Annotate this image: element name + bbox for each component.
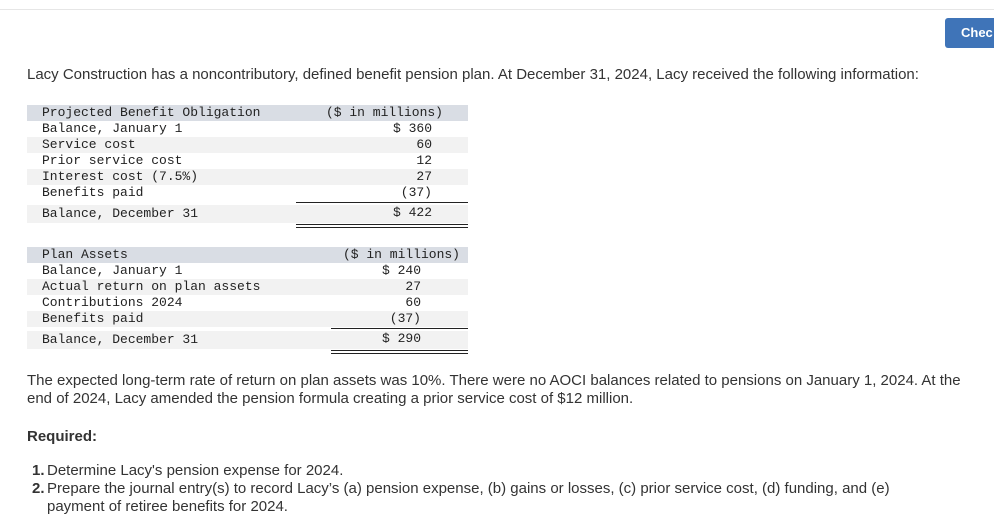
top-border (0, 9, 994, 10)
row-value: 60 (405, 295, 421, 310)
subtotal-rule (331, 328, 468, 329)
item-number: 2. (32, 480, 45, 497)
row-value: $ 360 (392, 121, 432, 136)
row-label: Interest cost (7.5%) (42, 169, 199, 184)
row-label: Benefits paid (42, 185, 144, 200)
intro-text: Lacy Construction has a noncontributory,… (27, 66, 919, 83)
header-row (27, 105, 468, 121)
row-label: Balance, January 1 (42, 263, 183, 278)
row-bg (27, 169, 468, 185)
row-bg (27, 331, 468, 349)
row-label: Prior service cost (42, 153, 183, 168)
row-label: Actual return on plan assets (42, 279, 261, 294)
row-bg (27, 137, 468, 153)
row-bg (27, 279, 468, 295)
double-rule (296, 224, 468, 225)
header-unit: ($ in millions) (342, 247, 460, 262)
check-button[interactable]: Chec (945, 18, 994, 48)
row-bg (27, 205, 468, 223)
header-label: Projected Benefit Obligation (42, 105, 261, 120)
header-row (27, 247, 468, 263)
item-number: 1. (32, 462, 45, 479)
total-value: $ 290 (381, 331, 421, 346)
required-item: 2. Prepare the journal entry(s) to record… (27, 480, 927, 516)
double-rule (331, 350, 468, 351)
row-label: Balance, January 1 (42, 121, 183, 136)
row-value: (37) (400, 185, 432, 200)
item-text: Prepare the journal entry(s) to record L… (47, 480, 890, 515)
required-item: 1. Determine Lacy's pension expense for 2… (27, 462, 927, 480)
paragraph: The expected long-term rate of return on… (27, 372, 961, 407)
row-label: Service cost (42, 137, 136, 152)
row-value: (37) (389, 311, 421, 326)
row-label: Contributions 2024 (42, 295, 183, 310)
double-rule (296, 227, 468, 228)
required-heading: Required: (27, 428, 98, 445)
row-value: $ 240 (381, 263, 421, 278)
required-list: 1. Determine Lacy's pension expense for 2… (27, 462, 927, 516)
header-unit: ($ in millions) (325, 105, 443, 120)
subtotal-rule (296, 202, 468, 203)
header-label: Plan Assets (42, 247, 128, 262)
row-bg (27, 311, 468, 327)
total-label: Balance, December 31 (42, 206, 199, 221)
row-value: 60 (416, 137, 432, 152)
row-label: Benefits paid (42, 311, 144, 326)
row-value: 27 (416, 169, 432, 184)
total-label: Balance, December 31 (42, 332, 199, 347)
row-value: 12 (416, 153, 432, 168)
total-value: $ 422 (392, 205, 432, 220)
row-value: 27 (405, 279, 421, 294)
item-text: Determine Lacy's pension expense for 202… (47, 462, 344, 479)
double-rule (331, 353, 468, 354)
